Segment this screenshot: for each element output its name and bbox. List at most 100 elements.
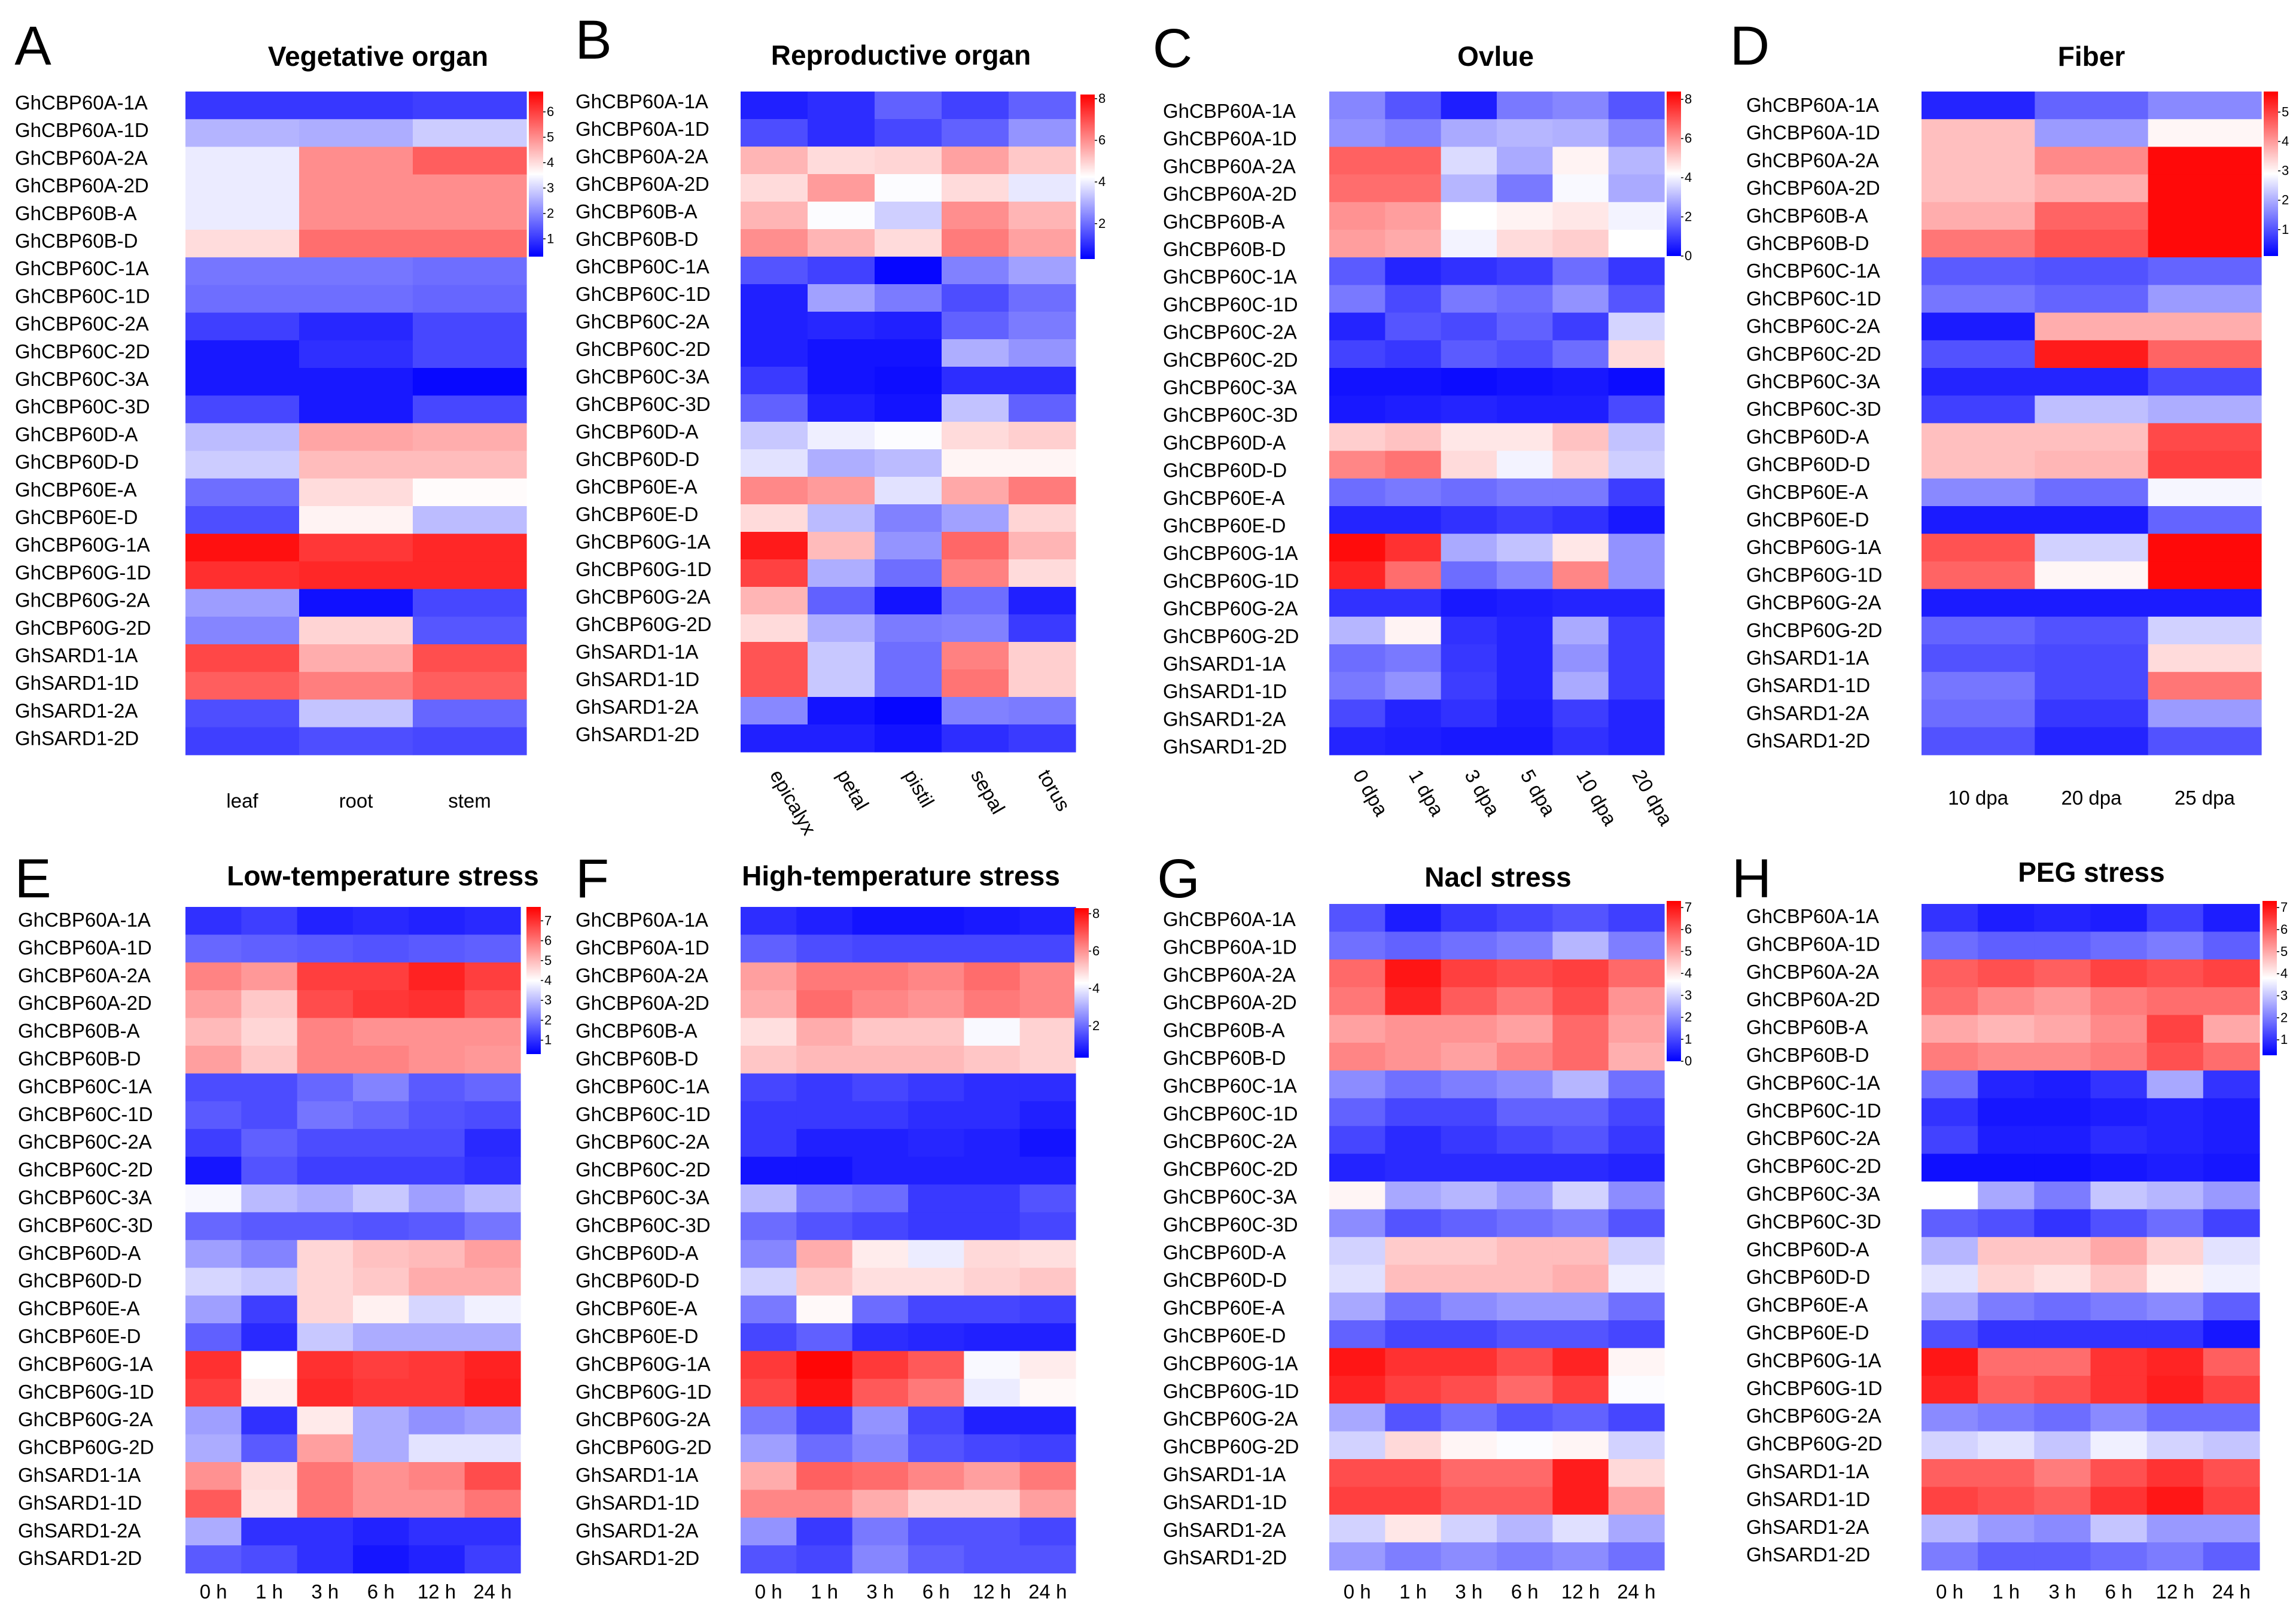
heatmap-cell: [1608, 285, 1665, 313]
heatmap-cell: [942, 449, 1009, 477]
heatmap-cell: [1441, 285, 1497, 313]
heatmap-cell: [409, 1240, 465, 1268]
heatmap-cell: [1922, 561, 2035, 590]
heatmap-cell: [353, 1490, 409, 1518]
heatmap-cell: [185, 478, 300, 507]
heatmap-cell: [964, 1462, 1021, 1490]
heatmap-cell: [1497, 904, 1553, 932]
heatmap-cell: [1922, 312, 2035, 341]
heatmap-cell: [1552, 395, 1609, 424]
panel-title: Ovlue: [1457, 41, 1534, 72]
heatmap-cell: [2203, 1237, 2260, 1265]
heatmap-cell: [1497, 1126, 1553, 1155]
heatmap-cell: [185, 1073, 242, 1102]
color-bar-tick-label: 2: [1685, 1010, 1692, 1025]
heatmap-cell: [185, 1018, 242, 1046]
heatmap-cell: [1441, 174, 1497, 203]
gene-label: GhSARD1-2D: [1163, 1546, 1287, 1569]
heatmap-cell: [1978, 1098, 2035, 1126]
gene-label: GhCBP60G-1D: [18, 1381, 154, 1403]
heatmap-cell: [1552, 931, 1609, 960]
heatmap-cell: [1497, 368, 1553, 396]
gene-label: GhCBP60D-D: [1746, 453, 1870, 476]
heatmap-cell: [409, 1046, 465, 1074]
heatmap-cell: [353, 962, 409, 991]
heatmap-cell: [2203, 1348, 2260, 1377]
gene-label: GhSARD1-2D: [575, 1547, 699, 1569]
panel-title: PEG stress: [2018, 857, 2164, 888]
heatmap-cell: [353, 1268, 409, 1296]
heatmap-cell: [1009, 367, 1076, 395]
heatmap-cell: [297, 1073, 354, 1102]
heatmap-cell: [1922, 1431, 1978, 1460]
heatmap-cell: [297, 990, 354, 1019]
panel-letter: H: [1732, 848, 1771, 909]
heatmap-cell: [2090, 1182, 2148, 1210]
heatmap-cell: [1009, 284, 1076, 312]
gene-label: GhCBP60G-2A: [15, 589, 150, 611]
heatmap-cell: [1441, 506, 1497, 534]
color-bar-tick-label: 6: [1685, 922, 1692, 937]
heatmap-cell: [808, 92, 875, 120]
heatmap-cell: [241, 1101, 298, 1129]
heatmap-cell: [2034, 1015, 2091, 1043]
gene-label: GhCBP60G-1D: [575, 1381, 711, 1403]
heatmap-cell: [796, 1184, 853, 1213]
gene-label: GhCBP60C-3D: [575, 1214, 711, 1236]
heatmap-cell: [1608, 534, 1665, 562]
heatmap-cell: [1329, 1292, 1385, 1321]
heatmap-cell: [464, 1018, 521, 1046]
heatmap-cell: [942, 559, 1009, 587]
heatmap-cell: [1385, 904, 1442, 932]
heatmap-cell: [2148, 672, 2262, 700]
heatmap-cell: [908, 1156, 964, 1185]
heatmap-cell: [1385, 672, 1442, 700]
heatmap-cell: [1552, 1542, 1609, 1571]
heatmap-cell: [1497, 506, 1553, 534]
heatmap-cell: [1978, 1182, 2035, 1210]
gene-label: GhCBP60B-A: [18, 1020, 140, 1042]
heatmap-cell: [1441, 644, 1497, 672]
heatmap-cell: [875, 559, 942, 587]
gene-label: GhCBP60A-1A: [575, 909, 708, 931]
heatmap-cell: [413, 616, 527, 645]
heatmap-cell: [1019, 1351, 1076, 1380]
heatmap-cell: [2034, 1126, 2091, 1155]
heatmap-cell: [2034, 1292, 2091, 1321]
heatmap-cell: [464, 1073, 521, 1102]
color-bar-tick-label: 8: [1092, 906, 1100, 921]
gene-label: GhCBP60C-1D: [575, 1103, 711, 1125]
heatmap-cell: [464, 1156, 521, 1185]
panel-c: C Ovlue GhCBP60A-1A GhCBP60A-1D GhCBP60A-2A G…: [1153, 18, 1692, 829]
heatmap-cell: [796, 1295, 853, 1324]
heatmap-cell: [1922, 1070, 1978, 1099]
panel-letter: C: [1153, 18, 1192, 79]
heatmap-cell: [908, 1378, 964, 1407]
heatmap-cell: [2146, 987, 2204, 1016]
gene-label: GhCBP60A-1A: [575, 90, 708, 112]
color-bar-tick-label: 6: [1685, 131, 1692, 146]
heatmap-cell: [1497, 1209, 1553, 1238]
heatmap-cell: [2035, 312, 2149, 341]
heatmap-cell: [1441, 1542, 1497, 1571]
column-label: 1 h: [255, 1581, 283, 1603]
heatmap-cell: [1497, 257, 1553, 285]
gene-label: GhCBP60C-1A: [15, 257, 149, 279]
gene-label: GhSARD1-1D: [18, 1491, 142, 1514]
heatmap-cells: [1922, 92, 2262, 756]
heatmap-cell: [2148, 368, 2262, 396]
heatmap-cell: [1608, 1348, 1665, 1377]
heatmap-cell: [299, 644, 413, 672]
heatmap-cell: [1441, 119, 1497, 147]
heatmap-cell: [464, 1462, 521, 1490]
gene-label: GhCBP60C-3A: [575, 1186, 709, 1208]
gene-label: GhCBP60B-A: [1746, 1016, 1868, 1039]
heatmap-cell: [1441, 92, 1497, 120]
heatmap-cell: [908, 1212, 964, 1241]
gene-label: GhCBP60A-1D: [1746, 121, 1880, 144]
gene-label: GhCBP60E-D: [1746, 1321, 1869, 1344]
heatmap-cell: [413, 423, 527, 452]
heatmap-cell: [1329, 147, 1385, 175]
heatmap-cell: [1441, 230, 1497, 258]
heatmap-cell: [1019, 1101, 1076, 1129]
